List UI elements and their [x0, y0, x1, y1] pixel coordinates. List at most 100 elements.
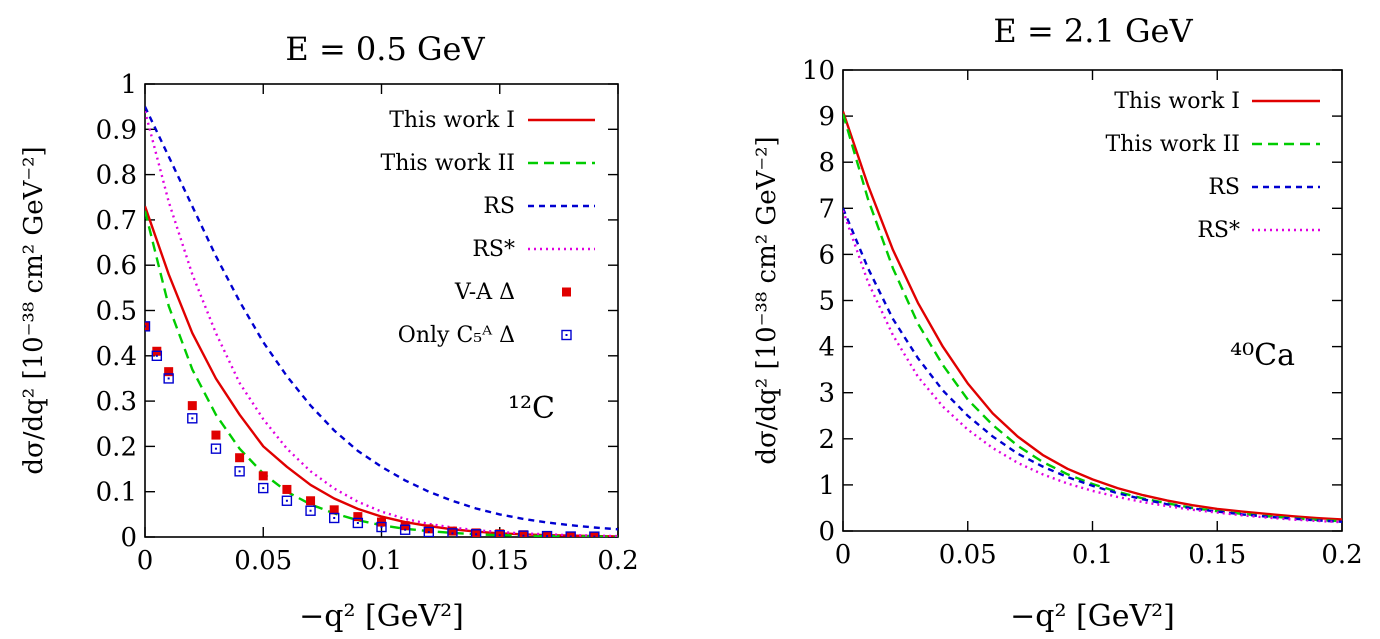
y-tick-label: 0 — [818, 517, 835, 547]
data-point-c5a — [447, 528, 458, 537]
data-point-c5a — [234, 466, 245, 477]
data-point-c5a — [399, 524, 411, 535]
data-point-c5a — [151, 350, 163, 361]
data-point-c5a — [145, 321, 151, 332]
data-point-c5a — [494, 529, 505, 537]
legend-label: This work II — [1106, 132, 1240, 157]
panel-calcium: 0 0.05 0.1 0.15 0.2 0 1 2 3 4 5 6 7 8 9 10 E = 2.1 GeV −q… — [752, 12, 1363, 634]
x-tick-label: 0.05 — [234, 546, 292, 576]
legend-label: This work I — [1114, 89, 1240, 114]
data-point-c5a-dot — [427, 531, 430, 534]
y-tick-label: 0.8 — [96, 161, 137, 191]
data-point-c5a-dot — [285, 499, 288, 502]
x-tick-label: 0 — [137, 546, 154, 576]
data-point-c5a-dot — [167, 377, 170, 380]
data-point-c5a — [281, 495, 293, 506]
data-point-va — [495, 529, 505, 537]
y-tick-label: 6 — [818, 240, 835, 270]
data-point-c5a — [352, 517, 364, 529]
legend-swatch-marker-dot — [565, 334, 568, 336]
data-point-va — [353, 512, 363, 522]
data-point-c5a — [376, 521, 387, 533]
nucleus-annotation: ¹²C — [508, 391, 555, 426]
series-group — [843, 111, 1342, 524]
data-point-c5a — [589, 531, 600, 537]
nucleus-annotation: ⁴⁰Ca — [1230, 338, 1295, 373]
legend-label: This work II — [381, 151, 515, 176]
data-point-va — [164, 367, 174, 377]
x-axis-label: −q² [GeV²] — [299, 599, 464, 634]
x-tick-label: 0.2 — [1321, 540, 1362, 570]
legend-label: RS — [483, 194, 515, 219]
series-group — [145, 106, 618, 537]
y-tick-label: 3 — [818, 379, 835, 409]
y-axis-label: dσ/dq² [10⁻³⁸ cm² GeV⁻²] — [752, 136, 782, 464]
x-tick-label: 0.1 — [1072, 540, 1113, 570]
x-tick-label: 0 — [835, 540, 852, 570]
chart-title: E = 2.1 GeV — [993, 12, 1193, 50]
data-point-c5a-dot — [593, 535, 596, 537]
data-point-c5a-dot — [546, 535, 549, 537]
y-tick-label: 1 — [120, 70, 137, 100]
y-tick-label: 0.6 — [96, 251, 137, 281]
data-point-c5a-dot — [451, 532, 454, 535]
x-tick-label: 0.1 — [361, 546, 402, 576]
panel-carbon: 0 0.05 0.1 0.15 0.2 0 0.1 0.2 0.3 0.4 0.5 0.6 0.7 0.8… — [19, 30, 639, 634]
y-tick-label: 9 — [818, 102, 835, 132]
legend-label: RS* — [472, 237, 515, 262]
series-line-3 — [843, 210, 1342, 524]
data-point-c5a-dot — [214, 447, 217, 450]
legend-swatch-marker — [561, 329, 572, 341]
data-point-va — [211, 430, 221, 440]
data-point-c5a-dot — [191, 417, 194, 420]
legend-label: Only C₅ᴬ Δ — [398, 323, 515, 348]
data-point-va — [329, 505, 339, 515]
y-tick-label: 1 — [818, 471, 835, 501]
series-line-1 — [843, 113, 1342, 523]
data-point-c5a-dot — [356, 521, 359, 524]
x-tick-label: 0.05 — [939, 540, 997, 570]
data-point-c5a-dot — [309, 509, 312, 512]
data-point-va — [566, 531, 576, 537]
y-tick-label: 7 — [818, 194, 835, 224]
data-point-c5a — [565, 531, 576, 537]
x-tick-label: 0.15 — [471, 546, 529, 576]
data-point-c5a-dot — [404, 528, 407, 531]
y-tick-label: 0.5 — [96, 297, 137, 327]
legend-label: V-A Δ — [454, 280, 515, 305]
data-point-c5a — [329, 512, 340, 524]
data-point-va — [187, 401, 197, 411]
data-point-c5a — [187, 413, 198, 424]
data-point-c5a — [305, 505, 316, 516]
data-point-c5a-dot — [380, 526, 383, 529]
data-point-c5a-dot — [498, 534, 501, 537]
data-point-c5a — [258, 482, 269, 494]
y-tick-label: 5 — [818, 287, 835, 317]
data-point-c5a-dot — [145, 325, 146, 328]
data-point-c5a-dot — [522, 534, 525, 537]
data-point-va — [145, 321, 150, 331]
y-tick-label: 0 — [120, 523, 137, 553]
y-axis-label: dσ/dq² [10⁻³⁸ cm² GeV⁻²] — [19, 146, 49, 474]
legend-label: RS — [1208, 175, 1240, 200]
legend-label: This work I — [389, 108, 515, 133]
chart-title: E = 0.5 GeV — [285, 30, 485, 68]
data-point-va — [424, 524, 434, 534]
data-point-c5a-dot — [155, 354, 158, 357]
legend-swatch-marker — [562, 287, 571, 297]
data-point-c5a-dot — [475, 533, 478, 536]
data-point-va — [518, 530, 528, 537]
x-axis-label: −q² [GeV²] — [1010, 599, 1175, 634]
data-point-va — [282, 484, 292, 494]
data-point-c5a — [541, 530, 553, 537]
data-point-va — [447, 526, 457, 536]
y-tick-label: 2 — [818, 425, 835, 455]
data-point-va — [542, 531, 552, 537]
series-line-2 — [843, 207, 1342, 523]
y-tick-label: 0.2 — [96, 432, 137, 462]
data-point-va — [258, 471, 268, 481]
y-tick-label: 0.3 — [96, 387, 137, 417]
x-tick-label: 0.15 — [1188, 540, 1246, 570]
y-tick-label: 10 — [802, 56, 835, 86]
